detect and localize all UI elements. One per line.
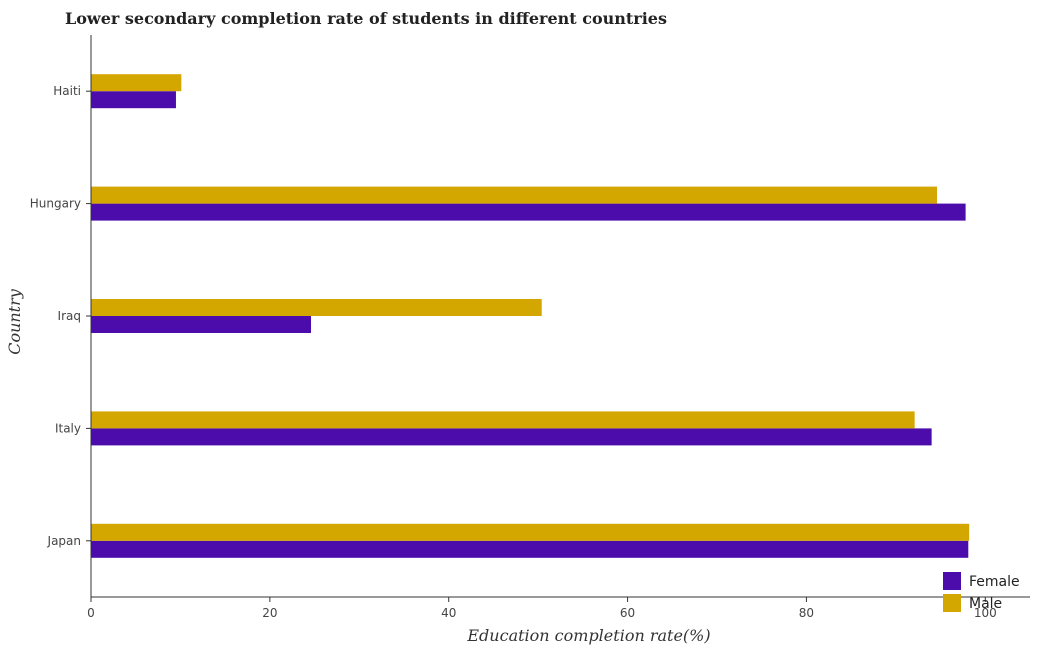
y-tick-label: Hungary (30, 197, 81, 211)
x-tick-label: 40 (441, 606, 456, 620)
chart-title: Lower secondary completion rate of stude… (65, 9, 667, 28)
bar-male-hungary (91, 186, 937, 204)
legend-label-male: Male (969, 596, 1002, 612)
y-tick-label: Italy (55, 421, 81, 435)
y-tick-label: Japan (47, 534, 81, 548)
x-tick-label: 20 (262, 606, 277, 620)
bar-male-japan (91, 523, 970, 541)
y-tick-label: Iraq (58, 309, 81, 323)
bar-female-japan (91, 540, 969, 558)
legend-swatch-male (943, 594, 961, 612)
bar-female-hungary (91, 203, 966, 221)
x-tick-label: 0 (87, 606, 95, 620)
bar-male-iraq (91, 299, 542, 316)
x-axis-label: Education completion rate(%) (466, 626, 710, 645)
x-tick-label: 80 (799, 606, 814, 620)
legend: Female Male (943, 572, 1020, 612)
y-tick-label: Haiti (53, 84, 81, 98)
bar-female-italy (91, 428, 932, 446)
plot-area: Haiti Hungary Iraq Italy Japan 0 20 40 60 80 100 (30, 35, 1030, 620)
bar-male-italy (91, 411, 915, 429)
bar-male-haiti (91, 74, 182, 92)
x-tick-label: 100 (974, 606, 997, 620)
bar-female-iraq (91, 316, 311, 333)
legend-label-female: Female (969, 574, 1020, 590)
y-axis-label: Country (5, 288, 24, 355)
legend-swatch-female (943, 572, 961, 590)
x-tick-label: 60 (620, 606, 635, 620)
bar-female-haiti (91, 91, 176, 109)
